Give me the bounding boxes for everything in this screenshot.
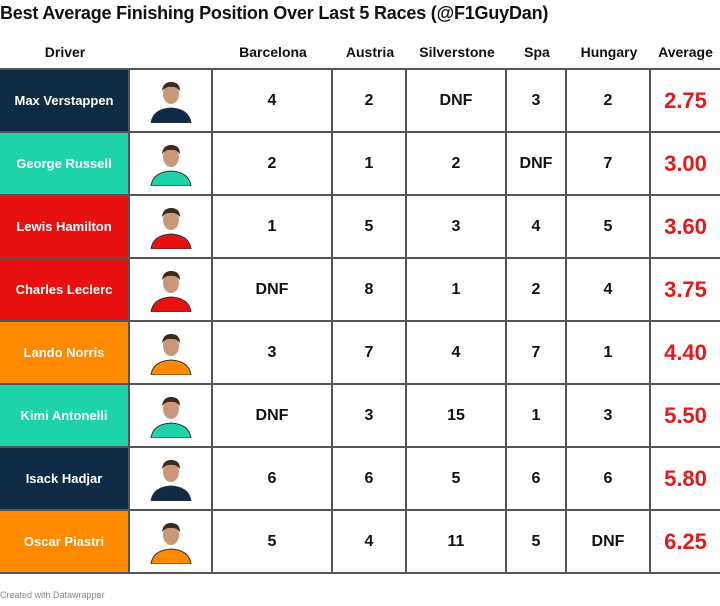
race-result: 3 [507, 70, 567, 133]
driver-cell: Lewis Hamilton [0, 196, 130, 259]
driver-cell: Isack Hadjar [0, 448, 130, 511]
driver-cell: Kimi Antonelli [0, 385, 130, 448]
race-result: 4 [213, 70, 333, 133]
driver-cell: Lando Norris [0, 322, 130, 385]
average-value: 3.00 [651, 133, 720, 196]
race-result: DNF [213, 259, 333, 322]
average-value: 5.80 [651, 448, 720, 511]
race-result: 3 [333, 385, 407, 448]
race-result: 2 [567, 70, 651, 133]
title: Best Average Finishing Position Over Las… [0, 3, 549, 23]
driver-photo [130, 385, 213, 448]
driver-photo [130, 259, 213, 322]
header-rule [0, 68, 720, 70]
race-result: 5 [333, 196, 407, 259]
race-result: 6 [567, 448, 651, 511]
race-result: DNF [507, 133, 567, 196]
avatar [149, 270, 192, 312]
race-result: 7 [333, 322, 407, 385]
race-result: 4 [407, 322, 507, 385]
avatar [149, 207, 192, 249]
driver-photo [130, 511, 213, 574]
avatar [149, 459, 192, 501]
driver-photo [130, 448, 213, 511]
driver-photo [130, 133, 213, 196]
race-result: 6 [333, 448, 407, 511]
driver-cell: George Russell [0, 133, 130, 196]
race-result: 3 [213, 322, 333, 385]
column-header: Austria [345, 44, 395, 60]
driver-photo [130, 196, 213, 259]
race-result: 3 [567, 385, 651, 448]
avatar [149, 144, 192, 186]
avatar [149, 396, 192, 438]
column-header: Driver [44, 44, 86, 60]
race-result: 1 [407, 259, 507, 322]
race-result: 1 [567, 322, 651, 385]
race-result: 2 [333, 70, 407, 133]
race-result: 15 [407, 385, 507, 448]
average-value: 3.75 [651, 259, 720, 322]
race-result: 2 [407, 133, 507, 196]
race-result: 5 [507, 511, 567, 574]
average-value: 3.60 [651, 196, 720, 259]
race-result: 1 [213, 196, 333, 259]
race-result: 6 [213, 448, 333, 511]
driver-cell: Charles Leclerc [0, 259, 130, 322]
race-result: 5 [213, 511, 333, 574]
race-result: 5 [567, 196, 651, 259]
average-value: 4.40 [651, 322, 720, 385]
average-value: 2.75 [651, 70, 720, 133]
race-result: 3 [407, 196, 507, 259]
race-result: 5 [407, 448, 507, 511]
avatar [149, 333, 192, 375]
race-result: 2 [213, 133, 333, 196]
race-result: 8 [333, 259, 407, 322]
race-result: 7 [567, 133, 651, 196]
column-header: Barcelona [239, 44, 307, 60]
average-value: 6.25 [651, 511, 720, 574]
race-result: 6 [507, 448, 567, 511]
column-header: Spa [524, 44, 550, 60]
race-result: 11 [407, 511, 507, 574]
footer-note: Created with Datawrapper [0, 590, 105, 600]
race-result: 4 [567, 259, 651, 322]
column-header: Average [658, 44, 713, 60]
race-result: 1 [333, 133, 407, 196]
race-result: 4 [333, 511, 407, 574]
driver-photo [130, 70, 213, 133]
race-result: DNF [213, 385, 333, 448]
race-result: DNF [567, 511, 651, 574]
avatar [149, 81, 192, 123]
driver-photo [130, 322, 213, 385]
avatar [149, 522, 192, 564]
race-result: 4 [507, 196, 567, 259]
column-header: Silverstone [419, 44, 495, 60]
race-result: 1 [507, 385, 567, 448]
average-value: 5.50 [651, 385, 720, 448]
column-header: Hungary [580, 44, 638, 60]
driver-cell: Max Verstappen [0, 70, 130, 133]
race-result: 7 [507, 322, 567, 385]
driver-cell: Oscar Piastri [0, 511, 130, 574]
race-result: DNF [407, 70, 507, 133]
race-result: 2 [507, 259, 567, 322]
